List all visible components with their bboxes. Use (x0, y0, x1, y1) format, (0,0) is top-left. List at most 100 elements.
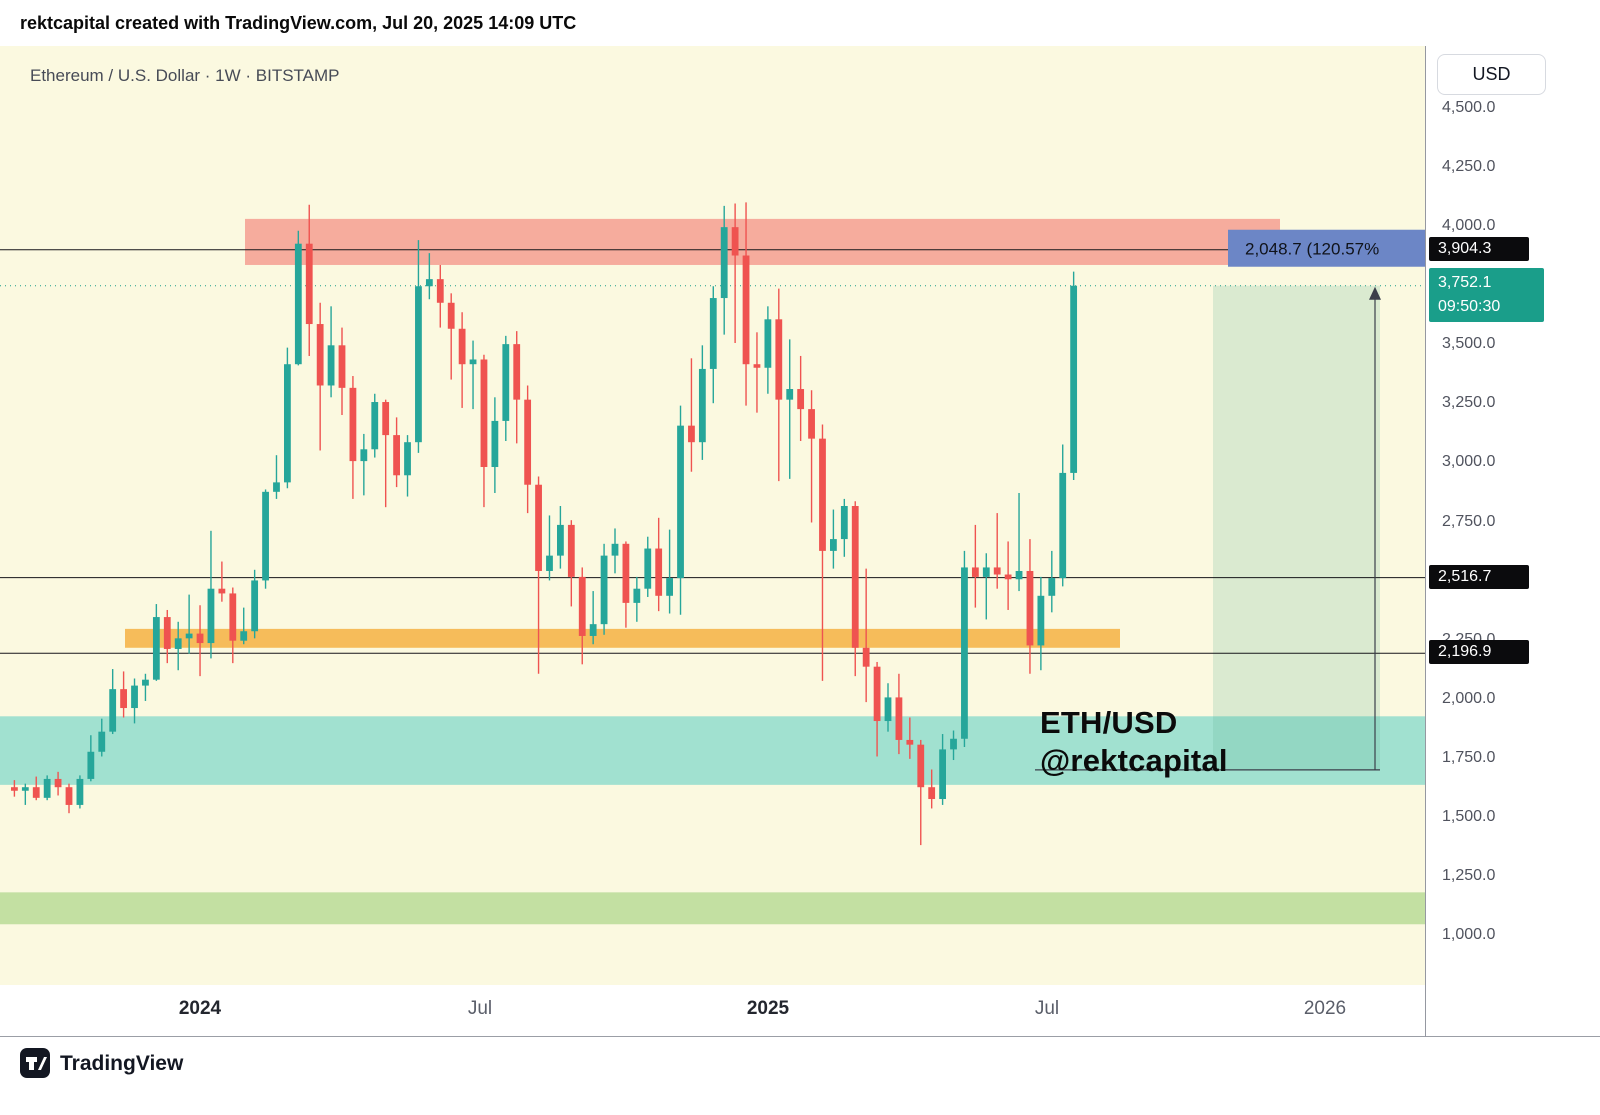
price-axis-label: 1,000.0 (1442, 926, 1496, 944)
candle-body (677, 425, 684, 579)
candle-body (698, 368, 706, 443)
candle-body (21, 787, 29, 791)
candle-body (895, 697, 903, 740)
candle-body (633, 588, 641, 603)
candle-body (611, 543, 619, 556)
candle-body (655, 548, 663, 596)
candle-body (961, 567, 968, 739)
candle-body (436, 279, 444, 303)
candle-body (163, 617, 171, 649)
candle-body (819, 438, 826, 551)
measure-label-text: 2,048.7 (120.57% (1245, 240, 1379, 259)
measure-label-bg[interactable] (1228, 229, 1425, 267)
candle-body (567, 524, 575, 577)
candle-body (425, 279, 433, 287)
candle-body (87, 751, 95, 779)
candle-body (11, 787, 18, 791)
candle-body (415, 286, 422, 443)
chart-pane[interactable]: Ethereum / U.S. Dollar · 1W · BITSTAMP 2… (0, 46, 1425, 985)
measure-range-area[interactable] (1213, 285, 1380, 770)
candle-body (840, 505, 848, 540)
candle-body (971, 567, 979, 577)
currency-toggle-button[interactable]: USD (1437, 54, 1546, 95)
candle-body (273, 482, 280, 492)
candle-body (982, 567, 990, 577)
candle-body (1059, 472, 1067, 579)
candle-body (851, 505, 859, 648)
last-price-value: 3,752.1 (1438, 273, 1492, 291)
candle-body (1015, 570, 1023, 580)
price-axis-label: 2,750.0 (1442, 512, 1496, 530)
annotation-handle: @rektcapital (1040, 743, 1228, 778)
candle-body (98, 731, 106, 752)
price-axis-label: 2,000.0 (1442, 689, 1496, 707)
tradingview-logo[interactable] (20, 1048, 50, 1078)
footer: TradingView (0, 1037, 1600, 1115)
candle-body (262, 491, 269, 581)
candle-body (32, 787, 40, 798)
candle-body (371, 402, 379, 450)
candle-body (557, 524, 564, 556)
candle-body (1037, 595, 1045, 646)
resistance-zone-red[interactable] (245, 218, 1280, 265)
time-axis-tick: Jul (467, 998, 493, 1019)
candle-body (196, 633, 204, 644)
candle-body (404, 442, 411, 476)
candle-body (327, 345, 335, 386)
attribution-text: rektcapital created with TradingView.com… (20, 12, 577, 33)
candlestick-chart[interactable]: 2,048.7 (120.57% (0, 46, 1425, 985)
measure-arrow-head (1369, 286, 1381, 300)
candle-body (1048, 578, 1056, 596)
candle-body (589, 624, 597, 636)
candle-body (284, 364, 291, 483)
candle-body (1004, 574, 1012, 580)
deep-support-zone-green[interactable] (0, 892, 1425, 925)
candle-body (884, 697, 892, 722)
candle-body (535, 484, 542, 571)
candle-body (622, 543, 630, 603)
price-axis-label: 1,500.0 (1442, 807, 1496, 825)
candle-body (109, 689, 117, 732)
candle-body (873, 666, 881, 722)
candle-body (458, 328, 466, 365)
annotation-symbol: ETH/USD (1040, 705, 1178, 740)
candle-body (349, 387, 357, 462)
candle-body (393, 435, 400, 476)
price-axis-label: 4,500.0 (1442, 99, 1496, 116)
candle-body (928, 787, 936, 800)
support-zone-orange[interactable] (125, 628, 1120, 648)
candle-body (491, 420, 499, 468)
candle-body (185, 633, 193, 639)
demand-zone-teal[interactable] (0, 716, 1425, 785)
candle-body (797, 389, 805, 410)
candle-body (786, 389, 794, 400)
price-line-badge: 3,904.3 (1429, 236, 1529, 261)
candle-body (54, 778, 62, 788)
price-axis-label: 3,000.0 (1442, 453, 1496, 471)
price-axis-label: 4,000.0 (1442, 217, 1496, 235)
candle-body (600, 555, 608, 625)
candle-body (360, 449, 368, 462)
candle-body (207, 588, 215, 644)
candle-body (939, 749, 946, 800)
candle-body (480, 359, 488, 468)
candle-body (447, 302, 455, 329)
candle-body (993, 567, 1001, 575)
price-axis-label: 3,250.0 (1442, 394, 1496, 412)
candle-body (742, 255, 750, 365)
candle-body (65, 787, 73, 805)
candle-body (469, 359, 477, 365)
axis-separator (1425, 46, 1426, 1037)
symbol-title: Ethereum / U.S. Dollar · 1W · BITSTAMP (30, 66, 340, 85)
time-axis-tick: 2024 (178, 998, 222, 1019)
time-axis[interactable]: 2024 Jul 2025 Jul 2026 (0, 985, 1600, 1037)
candle-body (316, 324, 324, 386)
candle-body (174, 638, 182, 649)
candle-body (808, 409, 815, 439)
time-axis-tick: 2025 (746, 998, 790, 1019)
candle-body (1026, 570, 1034, 646)
price-axis[interactable]: USD 4,500.0 4,250.0 4,000.0 3,500.0 3,250.0 3… (1425, 46, 1600, 985)
tradingview-brand[interactable]: TradingView (60, 1052, 184, 1075)
candle-body (338, 345, 346, 388)
candle-body (720, 227, 728, 299)
